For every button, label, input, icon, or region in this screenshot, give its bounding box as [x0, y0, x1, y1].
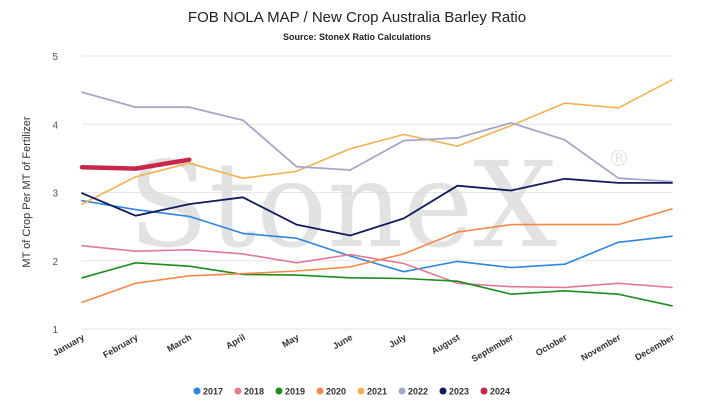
- series-line-2023: [81, 177, 673, 237]
- series-line-2018: [81, 244, 673, 289]
- series-line-2019: [81, 261, 673, 307]
- x-tick-label: August: [430, 332, 462, 356]
- x-tick-label: March: [165, 332, 193, 354]
- x-axis-ticks: January February March April May June July Augu…: [51, 332, 676, 364]
- legend-marker-2017: [193, 387, 201, 395]
- chart-title: FOB NOLA MAP / New Crop Australia Barley…: [188, 9, 526, 26]
- y-tick-label: 4: [52, 120, 58, 131]
- legend-label-2019[interactable]: 2019: [285, 387, 305, 397]
- x-tick-label: October: [534, 332, 569, 358]
- legend-label-2022[interactable]: 2022: [408, 387, 428, 397]
- x-tick-label: April: [224, 332, 247, 351]
- legend: 2017 2018 2019 2020 2021 2022 2023 2024: [193, 387, 510, 397]
- watermark-registered-mark: ®: [608, 147, 630, 172]
- legend-marker-2023: [439, 387, 447, 395]
- legend-label-2024[interactable]: 2024: [490, 387, 510, 397]
- legend-label-2021[interactable]: 2021: [367, 387, 387, 397]
- legend-marker-2020: [316, 387, 324, 395]
- y-tick-label: 5: [52, 52, 58, 63]
- series-line-2022: [81, 91, 673, 183]
- series-line-2024: [79, 157, 192, 171]
- legend-label-2023[interactable]: 2023: [449, 387, 469, 397]
- y-axis-ticks: 1 2 3 4 5: [52, 52, 58, 336]
- y-tick-label: 2: [52, 257, 58, 268]
- y-axis-label: MT of Crop Per MT of Fertilizer: [21, 116, 33, 268]
- legend-label-2017[interactable]: 2017: [203, 387, 223, 397]
- legend-marker-2018: [234, 387, 242, 395]
- series-line-2021: [81, 79, 673, 205]
- series-line-2020: [81, 208, 673, 304]
- series-line-2017: [81, 199, 673, 273]
- watermark: StoneX ®: [128, 136, 630, 274]
- x-tick-label: December: [633, 332, 676, 363]
- legend-label-2018[interactable]: 2018: [244, 387, 264, 397]
- chart-subtitle: Source: StoneX Ratio Calculations: [283, 32, 431, 42]
- legend-marker-2021: [357, 387, 365, 395]
- series-lines: [79, 79, 673, 307]
- x-tick-label: July: [387, 332, 408, 350]
- x-tick-label: February: [101, 332, 139, 360]
- x-tick-label: June: [331, 332, 354, 351]
- x-tick-label: September: [470, 332, 516, 364]
- y-tick-label: 3: [52, 189, 58, 200]
- y-tick-label: 1: [52, 325, 58, 336]
- x-tick-label: November: [579, 332, 623, 363]
- legend-marker-2022: [398, 387, 406, 395]
- legend-marker-2024: [480, 387, 488, 395]
- legend-label-2020[interactable]: 2020: [326, 387, 346, 397]
- legend-marker-2019: [275, 387, 283, 395]
- x-tick-label: May: [280, 332, 300, 349]
